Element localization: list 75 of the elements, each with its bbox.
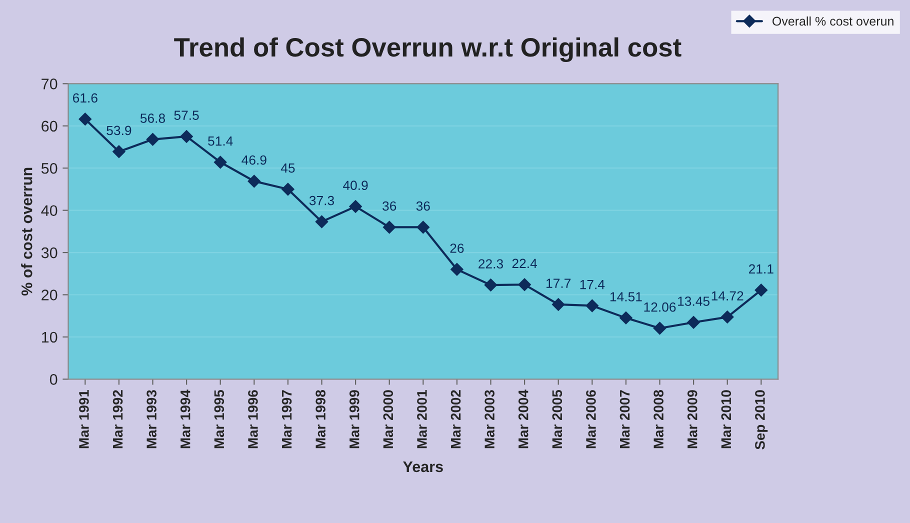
point [620, 312, 632, 324]
data-label: 61.6 [72, 93, 98, 103]
y-tick-label: 40 [41, 205, 58, 216]
data-label: 40.9 [343, 180, 368, 190]
point [687, 316, 700, 329]
y-tick-label: 0 [50, 374, 58, 385]
y-tick-label: 20 [42, 290, 58, 300]
point [112, 145, 126, 158]
y-tick-label: 70 [42, 78, 58, 90]
data-label: 53.9 [106, 126, 132, 136]
point [484, 278, 498, 292]
data-label: 17.4 [580, 280, 605, 290]
point [248, 174, 261, 188]
x-tick-label: Mar 2003 [484, 390, 494, 448]
point [180, 130, 193, 143]
y-axis-title: % of cost overrun [21, 168, 32, 296]
point [146, 132, 160, 146]
x-tick-label: Mar 2010 [721, 390, 732, 448]
point [382, 220, 396, 234]
data-label: 51.4 [208, 136, 233, 146]
data-label: 46.9 [242, 155, 266, 165]
y-tick-label: 30 [41, 247, 58, 258]
point [78, 112, 92, 126]
x-tick-label: Mar 2009 [687, 390, 698, 448]
x-tick-label: Mar 1993 [146, 390, 156, 448]
y-tick-label: 60 [42, 120, 58, 132]
x-tick-label: Mar 2004 [518, 390, 528, 448]
data-label: 57.5 [174, 110, 199, 120]
x-tick-label: Mar 1994 [180, 390, 190, 448]
y-tick-label: 10 [42, 332, 58, 343]
x-tick-label: Mar 1997 [282, 390, 292, 448]
data-label: 14.51 [610, 292, 642, 302]
point [586, 299, 599, 312]
y-tick-label: 50 [41, 162, 58, 174]
data-label: 56.8 [140, 114, 166, 123]
x-tick-label: Mar 2006 [586, 390, 596, 448]
point [653, 322, 666, 335]
data-label: 36 [416, 201, 430, 211]
x-tick-label: Sep 2010 [755, 390, 768, 450]
x-tick-label: Mar 1998 [316, 390, 326, 448]
legend-label: Overall % cost overun [772, 16, 894, 26]
data-label: 21.1 [748, 264, 774, 274]
point [518, 278, 531, 292]
x-tick-label: Mar 1999 [349, 390, 360, 448]
x-tick-label: Mar 1996 [248, 390, 258, 448]
data-label: 22.4 [512, 258, 538, 268]
point [282, 182, 294, 196]
point [720, 310, 734, 324]
x-tick-label: Mar 1995 [214, 390, 224, 448]
point [214, 156, 227, 169]
x-tick-label: Mar 1991 [79, 390, 89, 448]
data-label: 37.3 [309, 196, 334, 206]
x-tick-label: Mar 2008 [654, 390, 664, 448]
x-tick-label: Mar 2005 [552, 390, 562, 448]
x-tick-label: Mar 2000 [383, 390, 394, 448]
x-tick-label: Mar 1992 [112, 390, 123, 448]
point [416, 220, 430, 234]
point [349, 200, 362, 213]
point [315, 215, 328, 228]
data-label: 36 [382, 201, 396, 211]
data-label: 45 [280, 164, 295, 173]
data-label: 22.3 [478, 259, 504, 269]
x-tick-label: Mar 2007 [620, 390, 630, 448]
data-label: 12.06 [644, 302, 676, 312]
point [754, 284, 768, 297]
point [552, 298, 565, 311]
data-label: 14.72 [712, 291, 744, 300]
data-label: 17.7 [546, 278, 571, 288]
chart-title: Trend of Cost Overrun w.r.t Original cost [174, 37, 682, 62]
point [450, 263, 464, 276]
data-label: 26 [450, 244, 464, 253]
x-tick-label: Mar 2002 [450, 390, 461, 448]
x-axis-title: Years [403, 461, 443, 472]
x-tick-label: Mar 2001 [417, 390, 427, 448]
data-label: 13.45 [678, 296, 710, 306]
